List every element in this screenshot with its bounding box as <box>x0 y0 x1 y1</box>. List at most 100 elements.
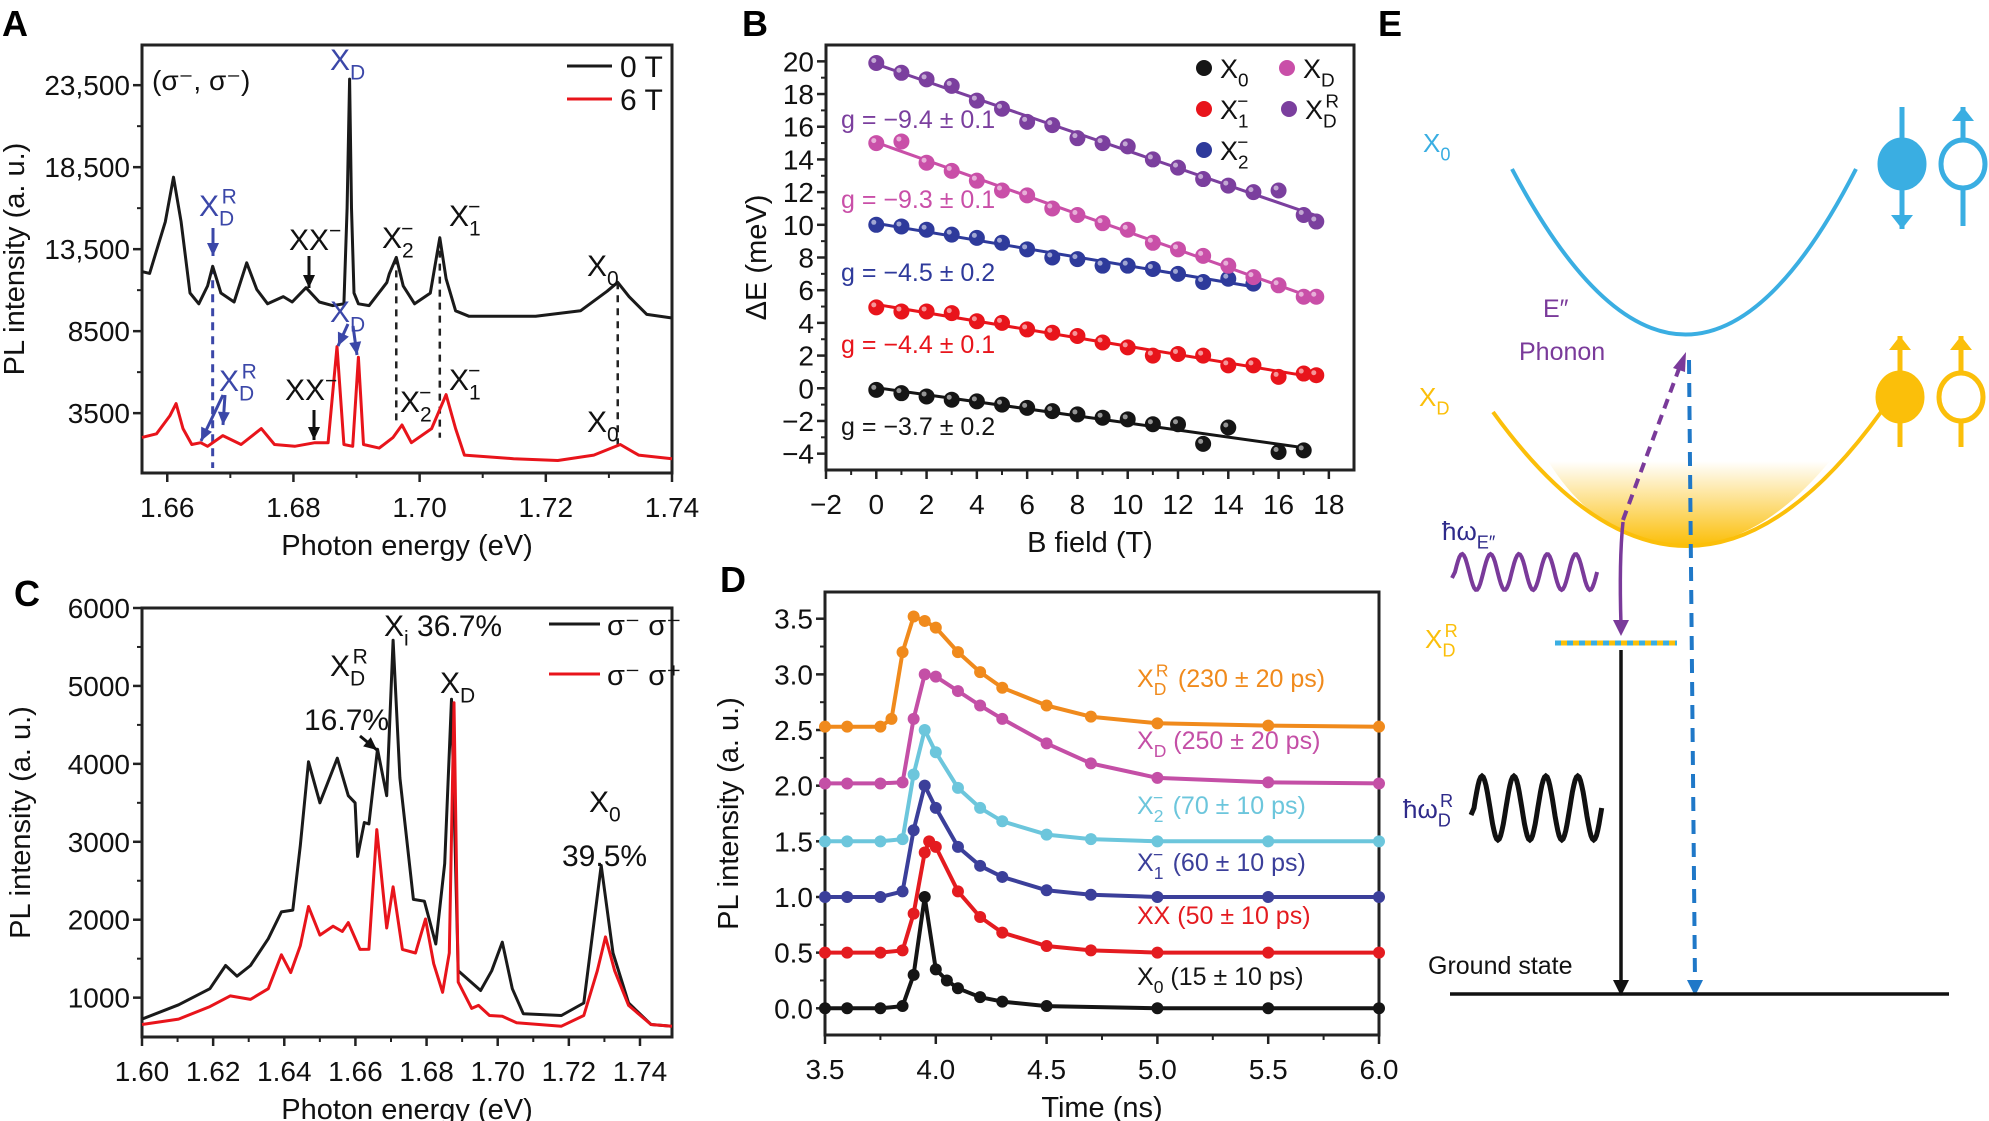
decay-label-sub: 0 <box>1154 977 1164 997</box>
data-point <box>874 946 887 959</box>
legend-label-sup: − <box>1237 92 1248 113</box>
data-point <box>1019 113 1036 130</box>
data-point <box>896 646 909 659</box>
xd-r-level-label: XDR <box>1425 621 1458 660</box>
legend-label-base: X <box>1303 54 1321 84</box>
data-point-highlight <box>997 237 1002 243</box>
data-point-highlight <box>1072 409 1078 415</box>
data-point <box>994 396 1010 413</box>
peak-label-base: X <box>589 786 609 819</box>
spin-filled-up-icon-arrow <box>1889 336 1911 350</box>
data-point-highlight <box>1022 402 1028 408</box>
y-tick-label: 2.0 <box>774 771 813 802</box>
data-point-highlight <box>971 95 977 101</box>
data-point <box>1262 1002 1275 1015</box>
data-point-highlight <box>1223 273 1229 279</box>
data-point <box>918 303 935 320</box>
data-point <box>951 840 964 853</box>
data-point <box>951 982 964 995</box>
data-point <box>1094 215 1111 232</box>
data-point-highlight <box>1248 187 1254 193</box>
data-point <box>896 885 909 898</box>
decay-label-base: XX <box>1137 902 1171 930</box>
xd-level-label-sub: D <box>1436 398 1449 418</box>
data-point <box>1119 257 1136 274</box>
y-axis-label: PL intensity (a. u.) <box>713 697 745 930</box>
legend-label: XDR <box>1305 92 1339 133</box>
legend-label-sub: 1 <box>1238 112 1249 133</box>
x-axis-label: Photon energy (eV) <box>281 530 532 562</box>
data-point <box>1245 184 1262 201</box>
peak-label-base: X <box>219 365 239 398</box>
peak-label-base: 16.7% <box>304 704 389 737</box>
data-point-highlight <box>1248 272 1254 278</box>
data-point <box>1119 138 1136 155</box>
data-point <box>1044 403 1061 420</box>
legend-label-sub: 0 <box>1238 71 1249 92</box>
legend-label: σ⁻ σ⁻ <box>607 610 681 642</box>
x0-level-label: X0 <box>1423 128 1450 164</box>
peak-label-base: X <box>440 667 460 700</box>
decay-label-tail: (70 ± 10 ps) <box>1166 792 1306 820</box>
peak-label: X2− <box>382 217 414 262</box>
data-point <box>1270 368 1287 385</box>
data-point <box>1308 367 1325 384</box>
xd-r-arrow-head <box>217 411 230 425</box>
data-point <box>1144 234 1161 251</box>
y-tick-label: 18 <box>783 79 814 110</box>
data-point <box>1119 221 1136 238</box>
x-tick-label: 14 <box>1213 489 1244 520</box>
panel-letter-d: D <box>720 559 746 600</box>
peak-label-sub: D <box>219 208 234 231</box>
y-tick-label: −4 <box>782 439 814 470</box>
data-point <box>974 666 987 679</box>
x0-level-label-base: X <box>1423 128 1440 158</box>
x-tick-label: 5.5 <box>1249 1054 1288 1085</box>
decay-label: XX (50 ± 10 ps) <box>1137 902 1311 930</box>
data-point <box>968 229 985 246</box>
data-point <box>1019 241 1036 258</box>
data-point <box>1195 347 1212 364</box>
xx-arrow-head <box>303 275 315 288</box>
x-tick-label: 1.68 <box>399 1056 454 1087</box>
data-point <box>1262 890 1275 903</box>
x-tick-label: 6 <box>1019 489 1035 520</box>
decay-label-sub: D <box>1154 741 1167 761</box>
data-point-highlight <box>1311 216 1317 222</box>
data-point <box>994 314 1010 331</box>
data-point <box>1220 419 1237 436</box>
decay-label-tail: (250 ± 20 ps) <box>1166 727 1320 755</box>
y-tick-label: 2 <box>798 341 814 372</box>
legend-label-sub: D <box>1323 112 1337 133</box>
data-point <box>918 154 935 171</box>
data-point-highlight <box>1198 174 1204 180</box>
data-point-highlight <box>921 224 927 230</box>
data-point-highlight <box>1097 412 1103 418</box>
x-tick-label: 1.64 <box>257 1056 312 1087</box>
data-point <box>994 182 1010 199</box>
data-point-highlight <box>1298 210 1304 215</box>
data-point-highlight <box>1097 337 1103 343</box>
peak-label-sub: D <box>239 383 254 406</box>
data-point <box>951 685 964 698</box>
data-point <box>1151 890 1164 903</box>
decay-label-tail: (230 ± 20 ps) <box>1171 665 1325 693</box>
panel-a-spectra: 1.66 1.68 1.70 1.72 1.74 3500 8500 13,500 18,500… <box>0 43 699 562</box>
x-tick-label: 3.5 <box>806 1054 845 1085</box>
y-tick-label: 6000 <box>68 593 130 624</box>
data-point <box>1220 177 1237 194</box>
peak-label-tail: 36.7% <box>409 610 502 643</box>
data-point <box>1308 288 1325 305</box>
x-tick-label: 16 <box>1263 489 1294 520</box>
decay-label: XDR (230 ± 20 ps) <box>1137 661 1325 700</box>
data-point <box>918 724 931 737</box>
panel-letter-e: E <box>1378 3 1402 44</box>
data-point <box>874 890 887 903</box>
data-point-highlight <box>1122 141 1128 147</box>
data-point-highlight <box>1298 291 1304 297</box>
data-point <box>918 614 931 627</box>
data-point <box>1084 757 1097 770</box>
data-point <box>1019 187 1036 204</box>
data-point-highlight <box>1047 252 1053 258</box>
peak-label: X0 <box>589 786 621 827</box>
